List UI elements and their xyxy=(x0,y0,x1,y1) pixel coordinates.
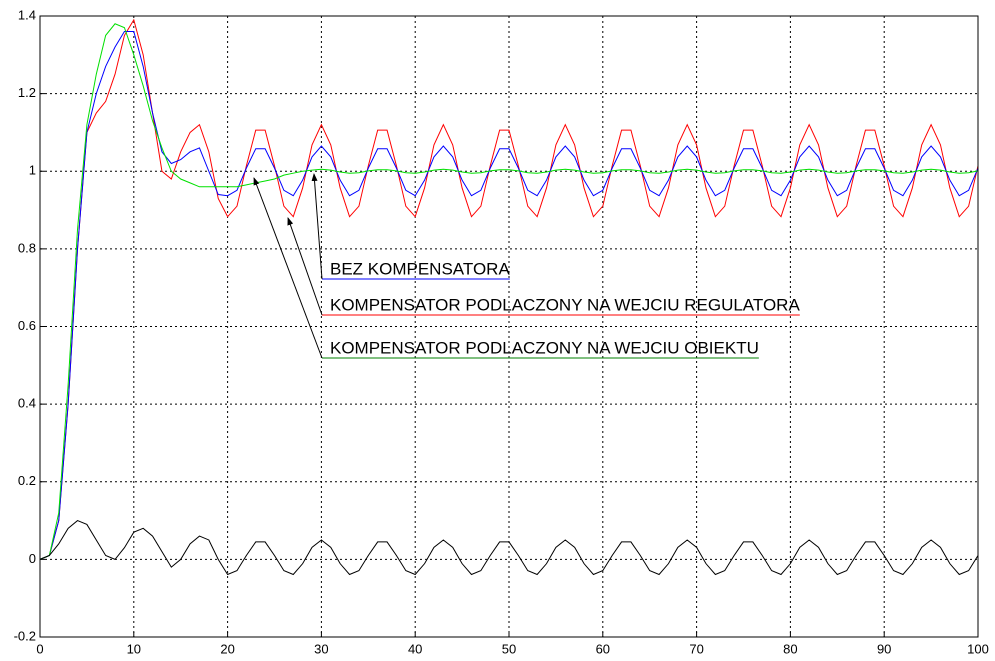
x-tick-label: 50 xyxy=(502,641,516,656)
annotation-label: KOMPENSATOR PODLACZONY NA WEJCIU OBIEKTU xyxy=(330,338,759,357)
x-tick-label: 80 xyxy=(783,641,797,656)
x-tick-label: 100 xyxy=(967,641,989,656)
y-tick-label: 0.8 xyxy=(18,240,36,255)
y-tick-label: 1.2 xyxy=(18,85,36,100)
x-tick-label: 10 xyxy=(127,641,141,656)
series-line xyxy=(39,18,979,560)
x-tick-label: 20 xyxy=(220,641,234,656)
y-tick-label: -0.2 xyxy=(14,628,36,643)
annotation-arrow xyxy=(311,173,323,280)
x-tick-label: 40 xyxy=(408,641,422,656)
x-tick-label: 30 xyxy=(314,641,328,656)
series-line xyxy=(39,519,979,576)
annotation-arrow xyxy=(287,217,323,316)
x-tick-label: 60 xyxy=(596,641,610,656)
x-tick-label: 0 xyxy=(36,641,43,656)
series-line xyxy=(39,23,979,560)
series-line xyxy=(39,31,979,560)
y-tick-label: 0.6 xyxy=(18,318,36,333)
x-tick-label: 90 xyxy=(877,641,891,656)
y-tick-label: 1.4 xyxy=(18,7,36,22)
annotation-label: BEZ KOMPENSATORA xyxy=(330,259,510,278)
annotation-label: KOMPENSATOR PODLACZONY NA WEJCIU REGULAT… xyxy=(330,295,800,314)
x-tick-label: 70 xyxy=(689,641,703,656)
y-tick-label: 0.4 xyxy=(18,396,36,411)
y-tick-label: 1 xyxy=(29,163,36,178)
annotation-arrow xyxy=(253,177,323,359)
y-tick-label: 0.2 xyxy=(18,473,36,488)
y-tick-label: 0 xyxy=(29,551,36,566)
plot-frame xyxy=(39,15,979,638)
